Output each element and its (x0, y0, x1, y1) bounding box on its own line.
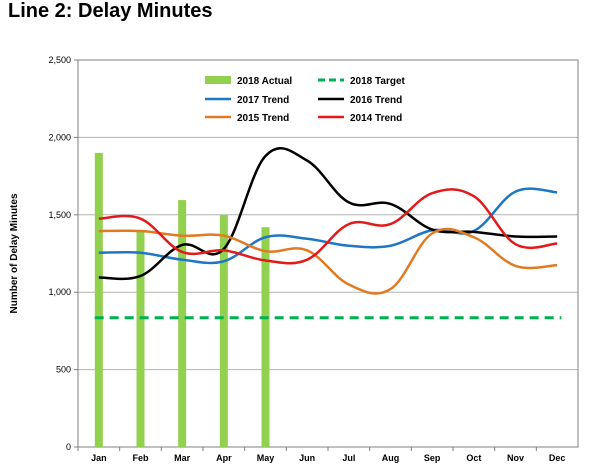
x-tick-label: Nov (507, 453, 524, 463)
legend-label: 2016 Trend (350, 95, 402, 106)
legend-label: 2014 Trend (350, 113, 402, 124)
legend-label: 2018 Target (350, 76, 406, 87)
bar-2018-actual (261, 227, 270, 447)
bar-2018-actual (94, 152, 103, 447)
x-tick-label: Aug (382, 453, 400, 463)
x-tick-label: Jun (299, 453, 315, 463)
legend-label: 2015 Trend (237, 113, 289, 124)
trend-line-2014 (98, 188, 558, 265)
y-tick-label: 1,500 (48, 210, 71, 220)
x-tick-label: May (257, 453, 275, 463)
x-tick-label: Feb (132, 453, 149, 463)
x-tick-label: Jul (342, 453, 355, 463)
bar-2018-actual (219, 214, 228, 447)
axes: 0 500 1,000 1,500 2,000 2,500 Jan Feb Mar Apr May J… (48, 55, 565, 463)
legend-label: 2018 Actual (237, 76, 292, 87)
legend-swatch (205, 76, 231, 84)
y-tick-label: 0 (66, 442, 71, 452)
y-tick-label: 500 (56, 365, 71, 375)
bar-2018-actual (178, 200, 187, 447)
bar-2018-actual (136, 231, 145, 447)
x-tick-label: Apr (216, 453, 232, 463)
trend-line-2015 (98, 227, 558, 295)
x-tick-label: Oct (466, 453, 481, 463)
x-tick-label: Jan (91, 453, 107, 463)
x-tick-label: Sep (424, 453, 441, 463)
y-axis-label: Number of Delay Minutes (9, 193, 20, 313)
legend: 2018 Actual 2018 Target 2017 Trend 2016 Tre… (205, 76, 406, 124)
trend-line-2016 (98, 147, 558, 281)
y-tick-label: 2,000 (48, 132, 71, 142)
legend-label: 2017 Trend (237, 95, 289, 106)
x-tick-label: Dec (549, 453, 566, 463)
y-tick-label: 2,500 (48, 55, 71, 65)
bars-2018-actual (94, 152, 270, 447)
trend-lines (98, 147, 558, 295)
x-tick-label: Mar (174, 453, 191, 463)
chart-title: Line 2: Delay Minutes (8, 0, 213, 22)
gridlines (78, 136, 578, 371)
y-tick-label: 1,000 (48, 287, 71, 297)
trend-line-2017 (98, 187, 558, 265)
